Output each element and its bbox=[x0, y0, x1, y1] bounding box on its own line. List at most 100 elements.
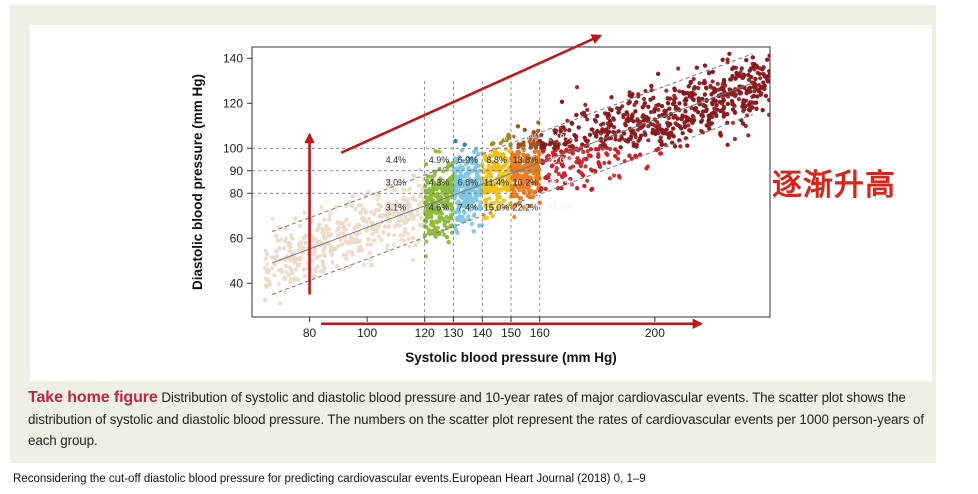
scatter-point bbox=[554, 169, 559, 174]
scatter-point bbox=[713, 98, 718, 103]
scatter-point bbox=[350, 203, 355, 209]
rate-label: 11.4% bbox=[484, 178, 509, 188]
scatter-point bbox=[675, 122, 680, 127]
scatter-point bbox=[671, 101, 676, 106]
scatter-point bbox=[708, 85, 714, 90]
scatter-point bbox=[633, 153, 638, 159]
scatter-point bbox=[635, 127, 641, 132]
scatter-point bbox=[665, 132, 671, 137]
scatter-point bbox=[721, 114, 726, 119]
scatter-point bbox=[583, 102, 588, 107]
scatter-point bbox=[324, 227, 330, 232]
scatter-point bbox=[709, 121, 715, 126]
scatter-point bbox=[405, 197, 410, 202]
scatter-point bbox=[452, 210, 457, 215]
scatter-point bbox=[330, 260, 335, 265]
scatter-point bbox=[350, 194, 355, 199]
scatter-point bbox=[562, 171, 567, 176]
scatter-point bbox=[618, 145, 623, 150]
scatter-point bbox=[401, 208, 406, 213]
scatter-point bbox=[578, 163, 584, 169]
scatter-point bbox=[500, 182, 505, 187]
scatter-point bbox=[449, 178, 454, 183]
scatter-point bbox=[475, 174, 480, 179]
scatter-point bbox=[725, 112, 730, 117]
scatter-point bbox=[411, 173, 416, 178]
scatter-point bbox=[460, 204, 465, 209]
scatter-point bbox=[526, 178, 531, 183]
scatter-point bbox=[388, 201, 393, 206]
scatter-point bbox=[453, 178, 458, 183]
scatter-point bbox=[581, 149, 586, 155]
scatter-point bbox=[648, 121, 653, 127]
scatter-point bbox=[286, 272, 291, 277]
scatter-point bbox=[435, 182, 440, 187]
scatter-point bbox=[755, 94, 760, 99]
scatter-point bbox=[367, 251, 372, 256]
scatter-point bbox=[574, 112, 579, 118]
scatter-point bbox=[410, 196, 415, 201]
scatter-point bbox=[431, 188, 436, 193]
figure-panel: 5.3% 4.4% 4.9% 6.9% 8.8% 13.8% 26.0% 3.0% 4.3% 6.… bbox=[10, 5, 936, 463]
scatter-point bbox=[449, 202, 454, 207]
scatter-point bbox=[375, 197, 380, 202]
scatter-point bbox=[554, 178, 559, 183]
scatter-point bbox=[274, 249, 279, 254]
scatter-point bbox=[288, 279, 293, 285]
scatter-point bbox=[575, 186, 580, 191]
scatter-point bbox=[513, 192, 518, 197]
rate-label: 28.7% bbox=[547, 178, 573, 188]
scatter-point bbox=[694, 106, 699, 111]
scatter-point bbox=[384, 207, 389, 212]
scatter-point bbox=[377, 214, 382, 219]
scatter-point bbox=[317, 222, 322, 227]
scatter-point bbox=[263, 276, 268, 281]
scatter-point bbox=[710, 79, 715, 84]
scatter-point bbox=[512, 215, 517, 220]
scatter-point bbox=[604, 111, 609, 116]
scatter-point bbox=[472, 212, 477, 217]
scatter-point bbox=[437, 178, 443, 183]
scatter-point bbox=[767, 69, 770, 74]
scatter-point bbox=[663, 142, 668, 147]
rate-label: 4.3% bbox=[429, 178, 450, 188]
scatter-point bbox=[312, 274, 317, 279]
scatter-point bbox=[462, 210, 467, 215]
scatter-point bbox=[294, 267, 299, 272]
scatter-point bbox=[424, 216, 429, 221]
scatter-point bbox=[535, 155, 541, 160]
scatter-point bbox=[609, 95, 614, 100]
scatter-point bbox=[484, 197, 489, 202]
scatter-point bbox=[555, 144, 560, 149]
scatter-point bbox=[658, 135, 663, 140]
scatter-point bbox=[270, 216, 275, 221]
scatter-point bbox=[269, 266, 275, 271]
scatter-point bbox=[524, 185, 529, 190]
scatter-point bbox=[441, 169, 446, 174]
scatter-point bbox=[622, 159, 627, 164]
scatter-point bbox=[527, 204, 532, 209]
scatter-point bbox=[429, 207, 434, 212]
scatter-point bbox=[535, 142, 540, 147]
scatter-point bbox=[349, 235, 354, 240]
scatter-point bbox=[302, 267, 307, 272]
scatter-point bbox=[334, 264, 339, 269]
scatter-point bbox=[444, 235, 450, 240]
scatter-point bbox=[483, 204, 488, 209]
scatter-point bbox=[463, 198, 468, 203]
scatter-point bbox=[276, 281, 281, 286]
y-tick-label: 120 bbox=[223, 96, 243, 110]
scatter-point bbox=[528, 145, 533, 150]
scatter-point bbox=[487, 153, 493, 159]
scatter-point bbox=[303, 240, 308, 246]
scatter-point bbox=[658, 151, 664, 156]
rate-label: 7.4% bbox=[458, 202, 479, 212]
scatter-point bbox=[430, 192, 435, 197]
scatter-point bbox=[552, 128, 557, 133]
scatter-point bbox=[371, 238, 377, 243]
scatter-point bbox=[456, 182, 461, 187]
scatter-point bbox=[387, 208, 392, 213]
scatter-point bbox=[585, 139, 590, 144]
scatter-point bbox=[589, 187, 594, 192]
scatter-point bbox=[328, 210, 333, 215]
